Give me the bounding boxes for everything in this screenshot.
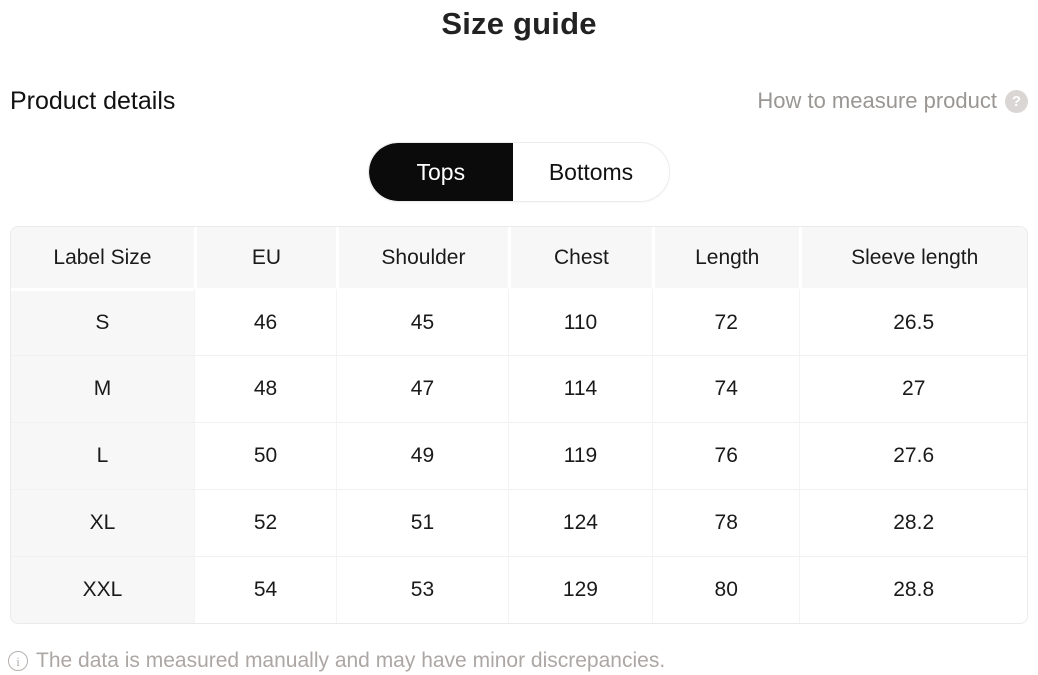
how-to-measure-label: How to measure product [757, 88, 997, 113]
size-table: Label Size EU Shoulder Chest Length Sleeve le… [11, 227, 1027, 623]
measurement-cell: 74 [652, 355, 800, 422]
measurement-cell: 26.5 [799, 288, 1027, 355]
table-row: XL 52 51 124 78 28.2 [11, 489, 1027, 556]
measurement-cell: 28.8 [799, 556, 1027, 623]
measurement-cell: 54 [193, 556, 337, 623]
measurement-cell: 52 [193, 489, 337, 556]
measurement-cell: 129 [507, 556, 653, 623]
measurement-cell: 110 [507, 288, 653, 355]
question-mark-icon[interactable]: ? [1005, 89, 1028, 113]
measurement-cell: 48 [193, 355, 337, 422]
row-label-size: XL [11, 489, 194, 556]
measurement-cell: 53 [336, 556, 508, 623]
category-tabs-wrap: Tops Bottoms [0, 142, 1038, 202]
tab-tops[interactable]: Tops [368, 143, 513, 201]
column-header: Chest [507, 227, 653, 288]
header-row: Label Size EU Shoulder Chest Length Sleeve le… [11, 227, 1027, 288]
measurement-cell: 50 [193, 422, 337, 489]
row-label-size: M [11, 355, 194, 422]
page-title: Size guide [441, 6, 597, 41]
product-details-heading: Product details [10, 86, 176, 115]
measurement-cell: 124 [507, 489, 653, 556]
measurement-cell: 45 [336, 288, 508, 355]
measurement-cell: 72 [652, 288, 800, 355]
measurement-cell: 119 [507, 422, 653, 489]
how-to-measure-link[interactable]: How to measure product ? [757, 88, 1028, 114]
measurement-cell: 114 [507, 355, 653, 422]
size-table-body: S 46 45 110 72 26.5 M 48 47 114 74 27 L 50 49 119 76 27.6… [11, 288, 1027, 623]
measurement-cell: 46 [193, 288, 337, 355]
category-tabs: Tops Bottoms [367, 142, 671, 202]
measurement-cell: 78 [652, 489, 800, 556]
measurement-cell: 76 [652, 422, 800, 489]
measurement-cell: 49 [336, 422, 508, 489]
details-header-row: Product details How to measure product ? [0, 84, 1038, 118]
column-header: Label Size [11, 227, 194, 288]
table-row: M 48 47 114 74 27 [11, 355, 1027, 422]
column-header: Sleeve length [799, 227, 1027, 288]
row-label-size: XXL [11, 556, 194, 623]
measurement-cell: 27 [799, 355, 1027, 422]
measurement-cell: 47 [336, 355, 508, 422]
column-header: Shoulder [336, 227, 508, 288]
size-table-header: Label Size EU Shoulder Chest Length Sleeve le… [11, 227, 1027, 288]
table-row: L 50 49 119 76 27.6 [11, 422, 1027, 489]
measurement-cell: 51 [336, 489, 508, 556]
table-row: S 46 45 110 72 26.5 [11, 288, 1027, 355]
measurement-disclaimer: i The data is measured manually and may … [0, 649, 1038, 673]
size-table-wrap: Label Size EU Shoulder Chest Length Sleeve le… [10, 226, 1028, 624]
tab-bottoms[interactable]: Bottoms [512, 143, 670, 201]
row-label-size: S [11, 288, 194, 355]
column-header: Length [652, 227, 800, 288]
column-header: EU [193, 227, 337, 288]
disclaimer-text: The data is measured manually and may ha… [36, 649, 666, 672]
info-icon: i [8, 651, 28, 671]
measurement-cell: 27.6 [799, 422, 1027, 489]
table-row: XXL 54 53 129 80 28.8 [11, 556, 1027, 623]
row-label-size: L [11, 422, 194, 489]
measurement-cell: 28.2 [799, 489, 1027, 556]
measurement-cell: 80 [652, 556, 800, 623]
